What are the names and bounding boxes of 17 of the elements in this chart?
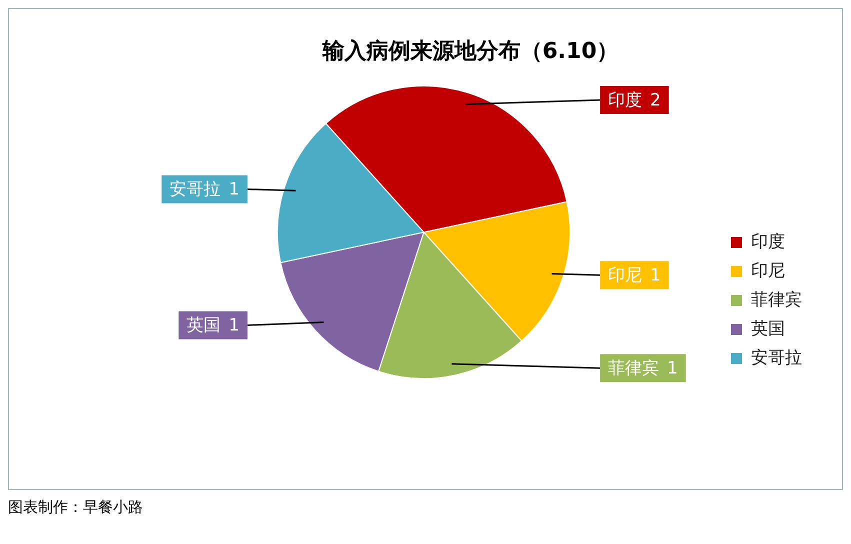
data-label: 1 [228, 180, 240, 200]
data-label: 1 [667, 358, 678, 379]
legend-label: 印尼 [751, 260, 785, 281]
slice-label: 印尼 [608, 266, 642, 286]
legend-label: 安哥拉 [751, 348, 802, 368]
data-label: 1 [650, 266, 661, 286]
slice-label: 印度 [608, 90, 642, 110]
legend-label: 英国 [751, 318, 785, 339]
data-label: 2 [650, 90, 661, 110]
slice-label: 菲律宾 [608, 358, 660, 379]
slice-label: 英国 [186, 316, 221, 336]
slice-label: 安哥拉 [170, 180, 221, 200]
legend-label: 印度 [751, 232, 785, 252]
legend-label: 菲律宾 [751, 290, 802, 310]
text: 图表制作：早餐小路 [8, 498, 144, 517]
chart-title: 输入病例来源地分布（6.10） [321, 38, 619, 64]
data-label: 1 [228, 316, 240, 336]
